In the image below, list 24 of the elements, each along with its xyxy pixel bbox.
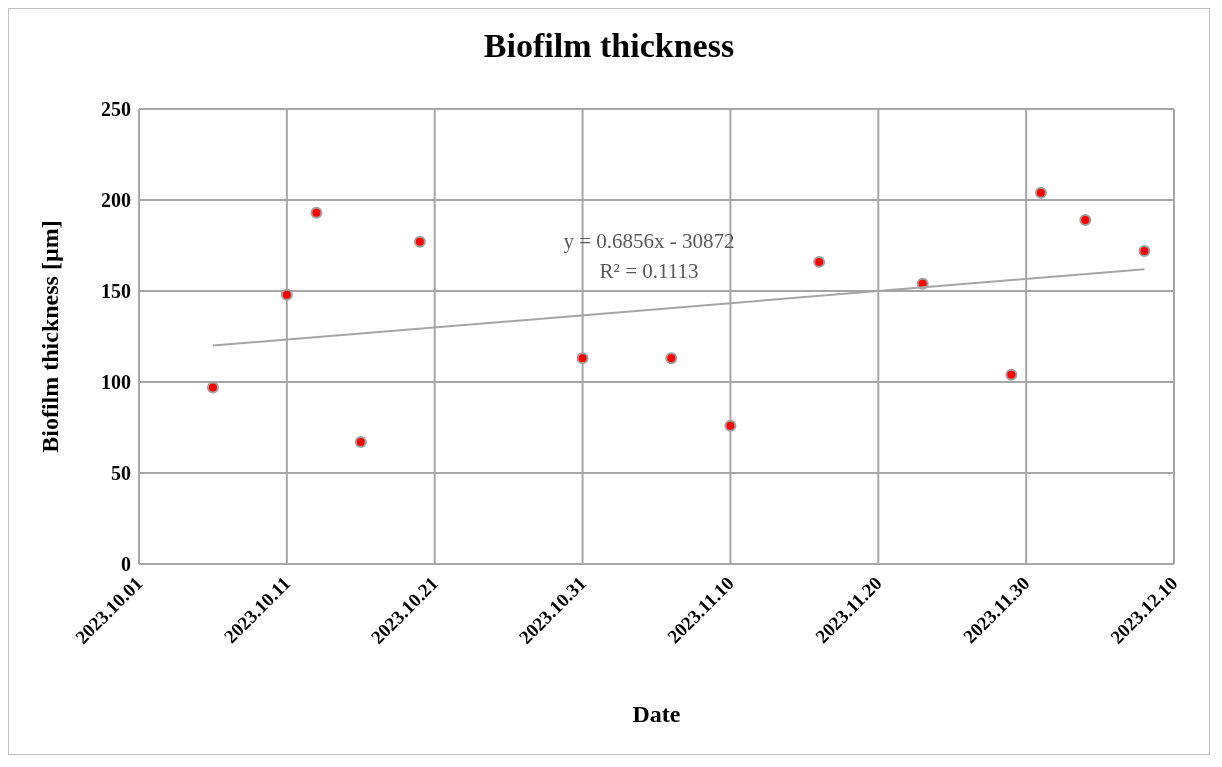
point	[280, 288, 293, 301]
point	[1005, 368, 1018, 381]
point	[206, 381, 219, 394]
y-tick-label: 100	[101, 371, 131, 394]
point	[576, 352, 589, 365]
chart-title: Biofilm thickness	[482, 27, 736, 65]
y-tick-label: 150	[101, 280, 131, 303]
point	[354, 436, 367, 449]
point	[724, 419, 737, 432]
y-tick-label: 0	[121, 553, 131, 576]
point	[665, 352, 678, 365]
point	[813, 255, 826, 268]
y-tick-label: 200	[101, 189, 131, 212]
point	[1079, 214, 1092, 227]
point	[1034, 186, 1047, 199]
y-tick-label: 250	[101, 98, 131, 121]
point	[413, 235, 426, 248]
point	[1138, 244, 1151, 257]
y-axis-title: Biofilm thickness [µm]	[36, 220, 63, 453]
y-tick-label: 50	[111, 462, 131, 485]
annotation: y = 0.6856x - 30872	[562, 229, 736, 254]
point	[310, 206, 323, 219]
annotation: R² = 0.1113	[598, 259, 700, 284]
x-axis-title: Date	[632, 701, 681, 727]
